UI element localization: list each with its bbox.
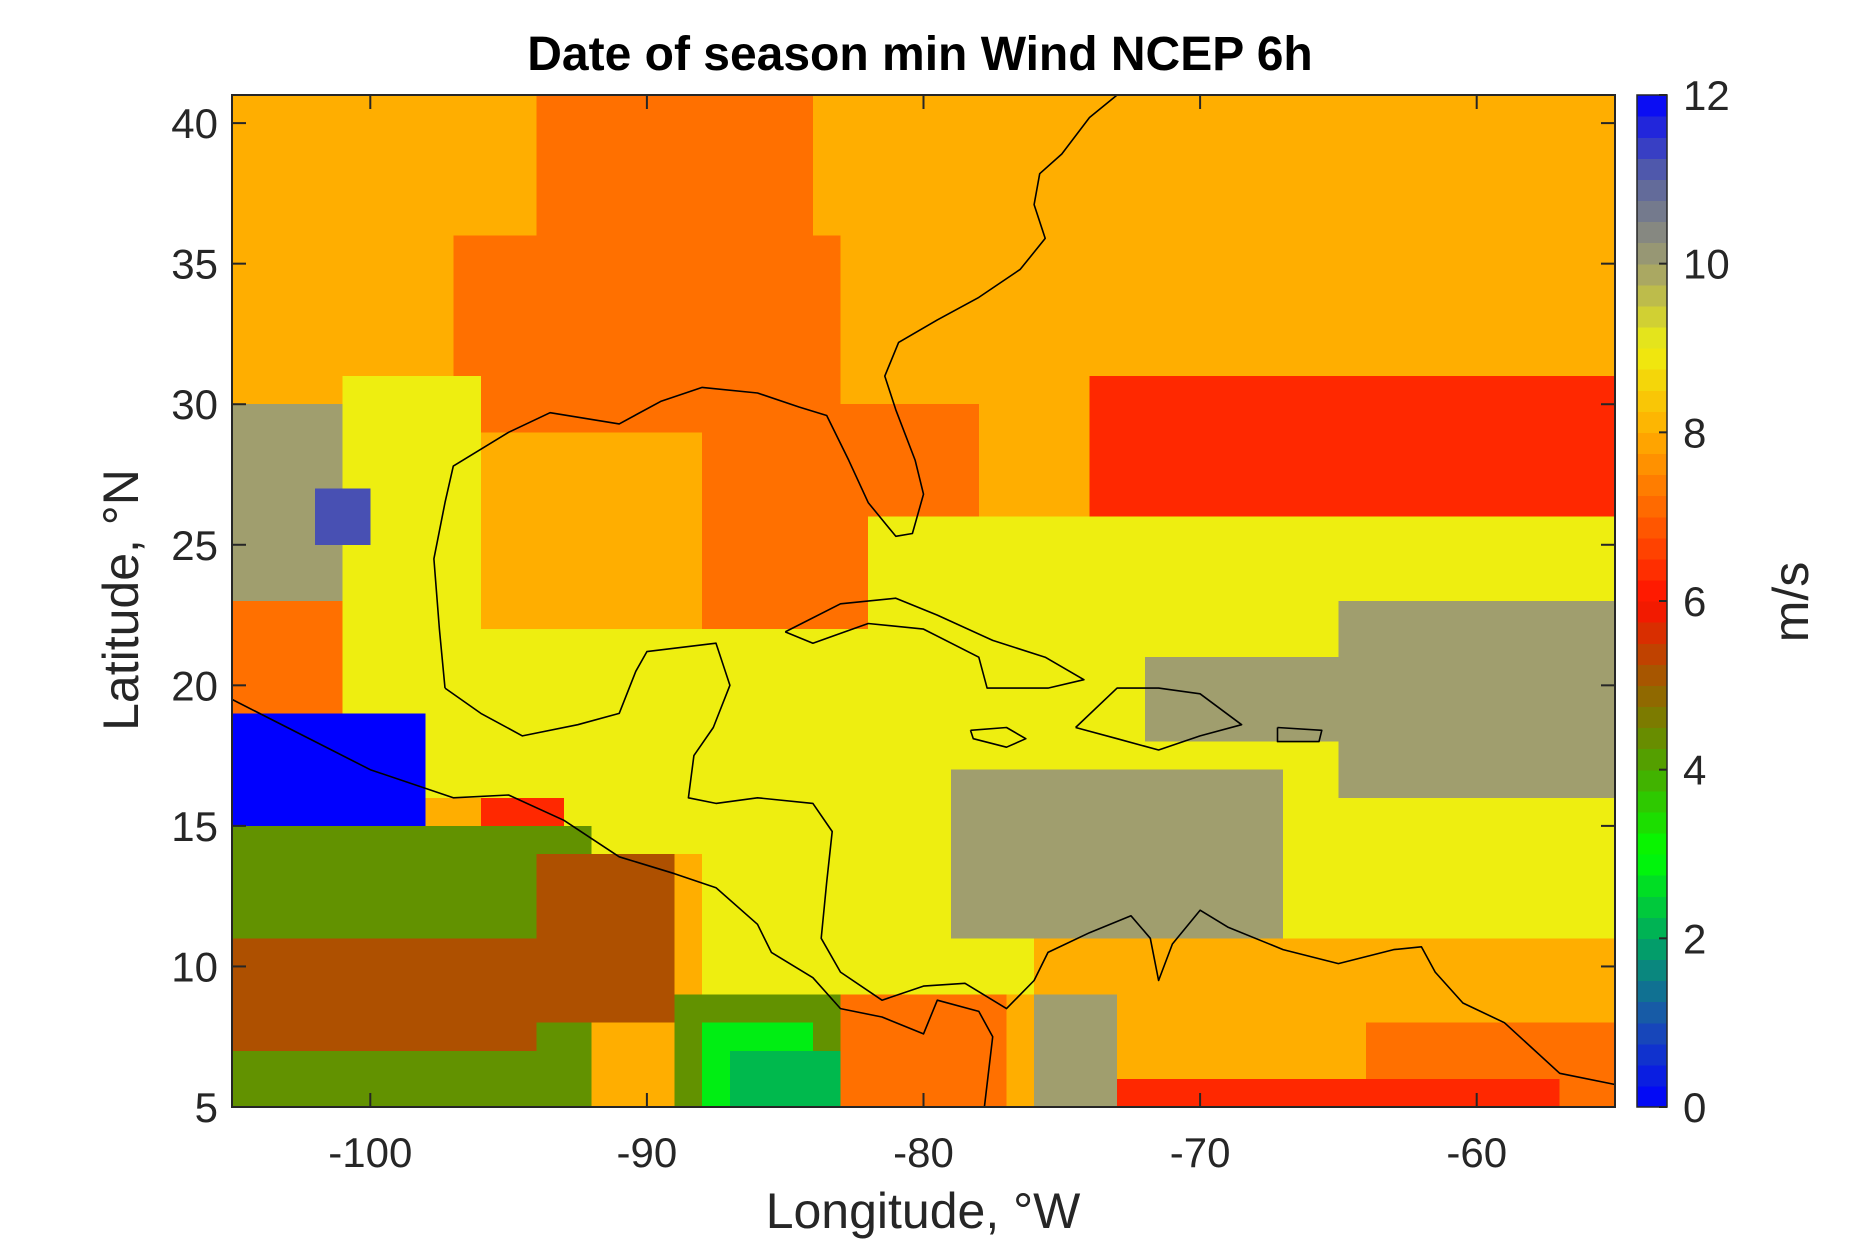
colorbar-segment [1637, 411, 1667, 433]
colorbar-segment [1637, 727, 1667, 750]
colorbar-segment [1637, 116, 1667, 138]
colorbar [1636, 94, 1668, 1108]
colorbar-tick-label: 0 [1683, 1084, 1706, 1131]
colorbar-segment [1637, 854, 1667, 876]
y-tick-label: 5 [195, 1084, 218, 1131]
heatmap-cell [1117, 1078, 1560, 1107]
colorbar-segment [1637, 917, 1667, 939]
colorbar-segment [1637, 769, 1667, 792]
heatmap-cell [729, 1050, 841, 1107]
colorbar-segment [1637, 495, 1667, 518]
colorbar-segment [1637, 432, 1667, 455]
y-tick-label: 35 [171, 241, 218, 288]
y-tick-label: 30 [171, 381, 218, 428]
x-tick-label: -70 [1170, 1129, 1231, 1176]
y-axis-ticks: 5 10 15 20 25 30 35 40 [171, 100, 1615, 1131]
colorbar-segment [1637, 221, 1667, 244]
colorbar-label: m/s [1763, 562, 1819, 643]
colorbar-segment [1637, 179, 1667, 202]
heatmap-cell [840, 994, 1007, 1107]
colorbar-tick-label: 10 [1683, 241, 1730, 288]
coastline-segment [433, 94, 1118, 689]
colorbar-segment [1637, 453, 1667, 476]
colorbar-segment [1637, 516, 1667, 539]
x-tick-label: -90 [617, 1129, 678, 1176]
y-tick-label: 25 [171, 522, 218, 569]
x-axis-ticks: -100 -90 -80 -70 -60 [328, 95, 1507, 1176]
colorbar-segment [1637, 938, 1667, 961]
colorbar-segment [1637, 158, 1667, 180]
colorbar-segment [1637, 390, 1667, 412]
heatmap-cell [536, 854, 675, 1023]
colorbar-tick-label: 4 [1683, 747, 1706, 794]
heatmap-cell [232, 713, 426, 826]
colorbar-segment [1637, 790, 1667, 813]
colorbar-segment [1637, 601, 1667, 623]
colorbar-segment [1637, 875, 1667, 897]
coastline-segment [231, 698, 994, 1108]
heatmap-cell [1338, 601, 1615, 798]
colorbar-segment [1637, 706, 1667, 729]
heatmap-cell [951, 769, 1284, 939]
colorbar-segment [1637, 748, 1667, 771]
colorbar-segment [1637, 558, 1667, 581]
colorbar-ticks: 0 2 4 6 8 10 12 [1659, 72, 1730, 1131]
colorbar-segment [1637, 263, 1667, 286]
y-tick-label: 40 [171, 100, 218, 147]
colorbar-tick-label: 2 [1683, 915, 1706, 962]
colorbar-segment [1637, 537, 1667, 560]
colorbar-segment [1637, 284, 1667, 307]
colorbar-segment [1637, 980, 1667, 1003]
x-tick-label: -60 [1446, 1129, 1507, 1176]
colorbar-segment [1637, 348, 1667, 370]
colorbar-segment [1637, 326, 1667, 349]
x-tick-label: -100 [328, 1129, 412, 1176]
colorbar-segment [1637, 474, 1667, 497]
colorbar-segment [1637, 579, 1667, 602]
colorbar-segment [1637, 137, 1667, 159]
heatmap-cell [232, 938, 537, 1051]
colorbar-tick-label: 12 [1683, 72, 1730, 119]
y-tick-label: 15 [171, 803, 218, 850]
y-tick-label: 20 [171, 662, 218, 709]
colorbar-segment [1637, 1085, 1667, 1108]
colorbar-segment [1637, 1043, 1667, 1066]
colorbar-segment [1637, 896, 1667, 918]
heatmap-cell [314, 488, 371, 545]
colorbar-segment [1637, 832, 1667, 855]
y-tick-label: 10 [171, 943, 218, 990]
colorbar-segment [1637, 200, 1667, 223]
colorbar-segment [1637, 305, 1667, 328]
x-tick-label: -80 [893, 1129, 954, 1176]
coastline-segment [784, 597, 1085, 689]
y-axis-label: Latitude, °N [93, 469, 149, 731]
colorbar-segment [1637, 1001, 1667, 1024]
heatmap-cell [1034, 994, 1118, 1107]
chart-title: Date of season min Wind NCEP 6h [527, 28, 1312, 81]
colorbar-segment [1637, 95, 1667, 117]
colorbar-segment [1637, 242, 1667, 265]
colorbar-segment [1637, 664, 1667, 686]
coastline-segment [969, 726, 1027, 748]
heatmap-cells [232, 95, 1615, 1107]
colorbar-segment [1637, 811, 1667, 834]
coastline-segment [444, 642, 1616, 1086]
heatmap-cell [453, 235, 841, 433]
colorbar-segment [1637, 622, 1667, 644]
colorbar-tick-label: 8 [1683, 409, 1706, 456]
colorbar-segment [1637, 643, 1667, 665]
colorbar-segment [1637, 1022, 1667, 1045]
coastline-segment [1276, 726, 1323, 743]
colorbar-segment [1637, 685, 1667, 708]
coastline [231, 94, 1616, 1108]
colorbar-segment [1637, 369, 1667, 391]
x-axis-label: Longitude, °W [766, 1183, 1081, 1239]
colorbar-tick-label: 6 [1683, 578, 1706, 625]
colorbar-segment [1637, 959, 1667, 982]
coastline-segment [1075, 687, 1243, 751]
colorbar-segment [1637, 1064, 1667, 1087]
